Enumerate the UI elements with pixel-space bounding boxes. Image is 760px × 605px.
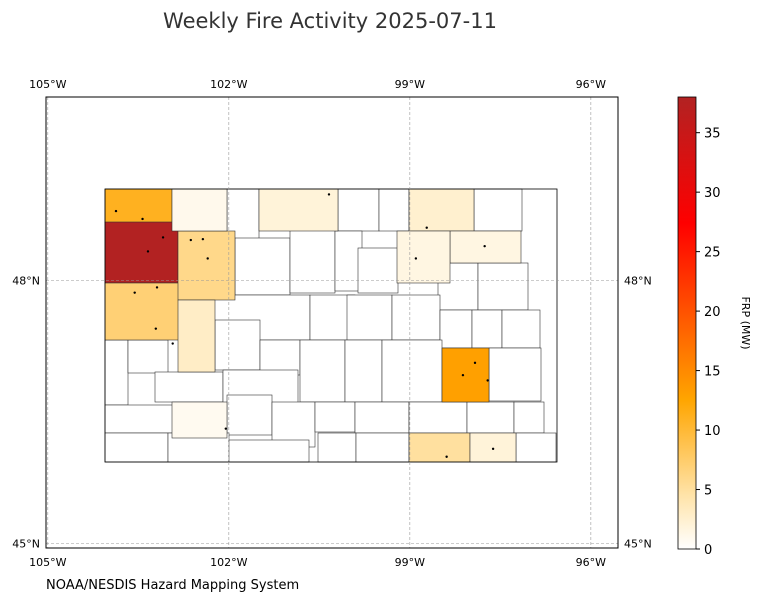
county (344, 339, 383, 403)
colorbar (677, 96, 697, 550)
colorbar-tick-label: 30 (704, 186, 721, 201)
county (346, 294, 393, 341)
county (299, 339, 346, 403)
colorbar-tick-label: 35 (704, 127, 721, 142)
county (271, 401, 316, 448)
fire-point (154, 327, 158, 330)
county (226, 394, 273, 436)
county (513, 401, 545, 434)
map-frame (45, 96, 619, 549)
county (466, 401, 515, 434)
county (515, 432, 557, 463)
county (334, 230, 363, 292)
county (127, 339, 169, 374)
county (378, 188, 410, 232)
county-fire (104, 188, 173, 224)
county-fire (177, 299, 216, 373)
county-fire (104, 221, 179, 284)
fire-point (141, 217, 144, 221)
county-fire (408, 432, 471, 463)
county (381, 339, 443, 403)
lat-tick-label: 48°N (624, 274, 652, 287)
fire-point (224, 427, 228, 430)
county (488, 347, 542, 402)
fire-point (425, 226, 428, 229)
county (471, 309, 503, 349)
title: Weekly Fire Activity 2025-07-11 (163, 9, 497, 33)
county (408, 401, 468, 434)
fire-point (473, 361, 477, 365)
county (391, 294, 441, 341)
lon-tick-label: 102°W (210, 78, 247, 91)
county (104, 432, 169, 463)
fire-point (206, 257, 209, 260)
county (214, 319, 261, 371)
fire-point (133, 291, 136, 294)
fire-point (491, 447, 495, 451)
county-fire (171, 401, 228, 439)
fire-point (327, 193, 331, 196)
fire-point (486, 379, 489, 382)
colorbar-tick-label: 10 (704, 424, 721, 439)
county (226, 188, 260, 240)
county-fire (441, 347, 490, 403)
county-fire (408, 188, 475, 232)
fire-point (201, 237, 205, 241)
lon-tick-label: 99°W (395, 78, 425, 91)
lon-tick-label: 102°W (210, 556, 247, 569)
lat-tick-label: 45°N (624, 538, 652, 551)
colorbar-tick-label: 25 (704, 246, 721, 261)
fire-point (146, 250, 150, 253)
county (154, 371, 224, 403)
county-fire (171, 188, 228, 232)
lon-tick-label: 96°W (576, 78, 606, 91)
county-fire (104, 282, 191, 341)
county (259, 339, 301, 376)
colorbar-tick-label: 5 (704, 484, 712, 499)
county (104, 404, 174, 434)
county (289, 222, 336, 294)
county (439, 309, 473, 349)
county (317, 432, 357, 463)
colorbar-label: FRP (MW) (739, 296, 752, 349)
colorbar-tick-label: 0 (704, 543, 712, 558)
lon-tick-label: 99°W (395, 556, 425, 569)
county (228, 439, 310, 463)
county-fire (177, 230, 236, 301)
fire-point (155, 286, 159, 289)
colorbar-tick-label: 15 (704, 365, 721, 380)
county (337, 188, 380, 232)
lat-tick-label: 45°N (12, 538, 40, 551)
county-fire (258, 188, 339, 232)
county (234, 237, 291, 296)
fire-point (445, 455, 448, 458)
fire-point (114, 209, 118, 213)
county (501, 309, 541, 349)
state-outline (104, 188, 558, 463)
lon-tick-label: 105°W (29, 78, 66, 91)
lat-tick-label: 48°N (12, 274, 40, 287)
footer: NOAA/NESDIS Hazard Mapping System (46, 578, 299, 593)
fire-point (161, 236, 165, 239)
county (477, 262, 529, 311)
fire-point (483, 244, 486, 248)
lon-tick-label: 96°W (576, 556, 606, 569)
colorbar-tick-label: 20 (704, 305, 721, 320)
fire-point (461, 373, 465, 377)
county (357, 247, 399, 294)
county-fire (469, 432, 517, 463)
county (314, 401, 356, 433)
fire-point (171, 342, 174, 345)
fire-point (414, 257, 418, 260)
county-fire (396, 230, 451, 284)
county (473, 188, 523, 232)
fire-point (189, 238, 193, 242)
county (104, 339, 129, 406)
county (354, 401, 410, 434)
county (355, 432, 410, 463)
lon-tick-label: 105°W (29, 556, 66, 569)
